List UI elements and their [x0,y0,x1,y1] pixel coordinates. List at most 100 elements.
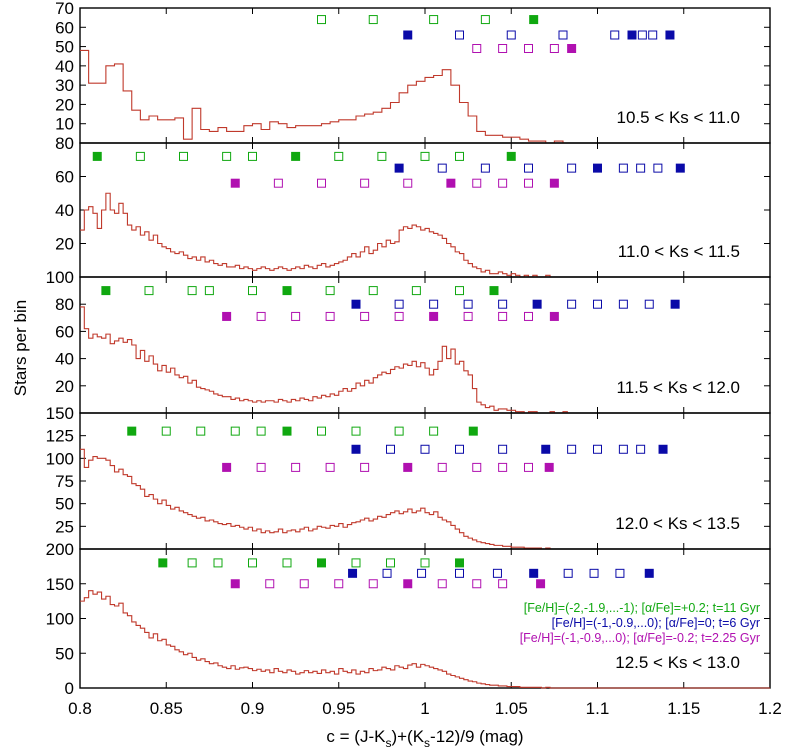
marker-magenta-open [498,311,508,321]
marker-green-open [248,151,257,161]
marker-magenta-open [463,311,473,321]
marker-blue-open [429,299,439,309]
marker-blue-open [498,444,508,454]
marker-green-filled [506,151,516,161]
marker-green-open [377,151,387,161]
marker-magenta-open [256,462,266,472]
y-tick-label: 75 [55,472,74,491]
marker-magenta-open [256,311,266,321]
x-tick-label: 0.9 [241,699,265,718]
x-tick-label: 1 [420,699,429,718]
marker-magenta-open [291,462,301,472]
y-axis-title: Stars per bin [11,300,30,396]
marker-magenta-open [334,579,344,589]
y-tick-label: 10 [55,115,74,134]
marker-green-open [179,151,188,161]
marker-green-open [135,151,145,161]
marker-magenta-open [273,178,283,188]
marker-blue-filled [658,444,668,454]
marker-green-open [204,286,214,296]
marker-magenta-open [472,579,482,589]
marker-blue-open [417,568,427,578]
marker-magenta-open [498,44,508,53]
marker-blue-filled [644,568,654,578]
panel-label: 10.5 < Ks < 11.0 [617,108,741,127]
marker-green-filled [529,15,539,25]
marker-green-filled [291,151,301,161]
marker-green-open [317,15,326,25]
marker-green-open [222,151,232,161]
y-tick-label: 0 [65,679,74,698]
marker-magenta-open [549,44,559,53]
marker-blue-filled [529,568,539,578]
marker-blue-open [492,568,502,578]
marker-blue-filled [403,30,413,40]
marker-blue-open [567,299,577,309]
marker-green-open [351,558,361,568]
marker-magenta-filled [549,311,559,321]
marker-blue-open [420,444,430,454]
x-tick-label: 1.15 [667,699,700,718]
y-tick-label: 50 [55,644,74,663]
marker-green-filled [158,558,168,568]
marker-magenta-open [403,178,413,188]
y-tick-label: 40 [55,201,74,220]
y-tick-label: 20 [55,95,74,114]
marker-green-open [386,558,395,568]
marker-magenta-open [524,311,533,321]
marker-green-open [325,286,335,296]
x-tick-label: 1.1 [586,699,610,718]
marker-green-open [480,15,490,25]
panel-label: 11.0 < Ks < 11.5 [618,242,740,261]
y-tick-label: 20 [55,377,74,396]
marker-blue-filled [394,163,404,173]
y-tick-label: 150 [46,404,74,423]
histogram-line [80,49,770,144]
marker-blue-open [615,568,625,578]
x-axis-title-part: s [424,736,430,750]
y-tick-label: 70 [55,0,74,18]
marker-green-filled [127,426,137,436]
y-tick-label: 100 [46,449,74,468]
histogram-line [80,192,770,278]
marker-blue-filled [541,444,551,454]
marker-green-open [196,426,206,436]
marker-blue-open [567,163,577,173]
marker-green-open [455,151,464,161]
marker-green-open [248,558,257,568]
marker-green-open [187,558,197,568]
legend-entry: [Fe/H]=(-1,-0.9,...0); [α/Fe]=-0.2; t=2.… [520,631,760,645]
marker-blue-open [610,30,620,40]
y-tick-label: 50 [55,495,74,514]
y-tick-label: 50 [55,38,74,57]
marker-blue-filled [593,163,602,173]
marker-magenta-open [498,462,508,472]
marker-green-open [420,558,430,568]
marker-magenta-open [265,579,275,589]
marker-magenta-filled [230,178,240,188]
marker-blue-open [563,568,573,578]
x-axis-title-part: s [385,736,391,750]
marker-blue-open [382,568,392,578]
marker-blue-open [437,163,447,173]
marker-green-open [334,151,344,161]
marker-blue-open [558,30,568,40]
marker-blue-open [524,163,533,173]
marker-magenta-open [437,579,447,589]
marker-blue-filled [532,299,542,309]
x-tick-label: 0.95 [322,699,355,718]
marker-magenta-open [437,462,447,472]
y-tick-label: 80 [55,295,74,314]
x-axis-title-part: )+(K [391,727,424,746]
y-tick-label: 60 [55,168,74,187]
marker-green-filled [455,558,464,568]
y-tick-label: 40 [55,57,74,76]
marker-magenta-open [394,311,404,321]
marker-green-filled [282,286,292,296]
marker-blue-open [506,30,516,40]
marker-magenta-open [317,178,326,188]
marker-magenta-open [524,462,533,472]
y-tick-label: 60 [55,322,74,341]
marker-green-open [317,426,326,436]
